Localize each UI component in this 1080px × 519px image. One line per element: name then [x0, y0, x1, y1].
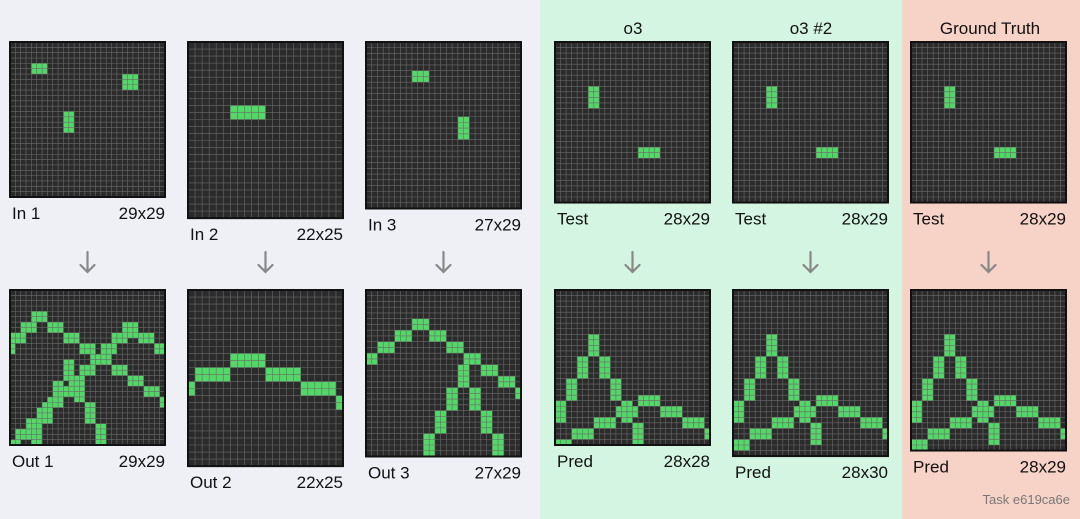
grid-lines	[366, 42, 521, 209]
header: o3 #2	[790, 19, 833, 38]
grid-border	[187, 41, 344, 220]
arrow	[79, 250, 96, 274]
grid-size: 28x30	[842, 463, 888, 482]
grid-size: 29x29	[119, 452, 165, 471]
grid-size: 28x29	[664, 210, 710, 229]
grid-lines	[555, 42, 710, 203]
grid-size: 27x29	[475, 463, 521, 482]
arrow	[257, 250, 274, 274]
grid-lines	[366, 290, 521, 457]
grid-label: Pred	[557, 452, 593, 471]
grid-border	[910, 289, 1067, 452]
grid-label: Test	[557, 210, 588, 229]
grid-border	[732, 41, 889, 204]
grid-label: Test	[913, 210, 944, 229]
grid-label: Out 3	[368, 463, 410, 482]
header: o3	[624, 19, 643, 38]
grid-lines	[188, 290, 343, 467]
green-cell	[555, 439, 572, 445]
grid-size: 22x25	[297, 225, 343, 244]
grid-label: Out 2	[190, 473, 232, 492]
grid-border	[9, 41, 166, 198]
grid-label: Out 1	[12, 452, 54, 471]
grid-border	[187, 289, 344, 468]
grid-lines	[10, 42, 165, 197]
input-grid	[366, 42, 521, 209]
grid-size: 22x25	[297, 473, 343, 492]
grid-size: 27x29	[475, 215, 521, 234]
arrow	[980, 250, 997, 274]
grid-border	[365, 289, 522, 458]
arrow	[435, 250, 452, 274]
grid-border	[554, 41, 711, 204]
grid-size: 28x28	[664, 452, 710, 471]
grid-border	[365, 41, 522, 210]
task-id: Task e619ca6e	[983, 492, 1070, 507]
grid-border	[554, 289, 711, 446]
grid-label: In 2	[190, 225, 218, 244]
grid-border	[732, 289, 889, 458]
grid-size: 29x29	[119, 204, 165, 223]
grid-label: Pred	[913, 458, 949, 477]
grid-label: Pred	[735, 463, 771, 482]
grid-border	[9, 289, 166, 446]
grid-lines	[555, 290, 710, 445]
grid-size: 28x29	[1020, 458, 1066, 477]
grid-lines	[911, 290, 1066, 451]
grid-size: 28x29	[842, 210, 888, 229]
grid-lines	[911, 42, 1066, 203]
grid-border	[910, 41, 1067, 204]
grid-lines	[10, 290, 165, 445]
grid-lines	[188, 42, 343, 219]
grid-size: 28x29	[1020, 210, 1066, 229]
grid-label: Test	[735, 210, 766, 229]
arrow	[624, 250, 641, 274]
header: Ground Truth	[940, 19, 1040, 38]
arrow	[802, 250, 819, 274]
grid-label: In 3	[368, 215, 396, 234]
green-cell	[122, 74, 139, 91]
grid-lines	[733, 290, 888, 457]
grid-label: In 1	[12, 204, 40, 223]
grid-lines	[733, 42, 888, 203]
